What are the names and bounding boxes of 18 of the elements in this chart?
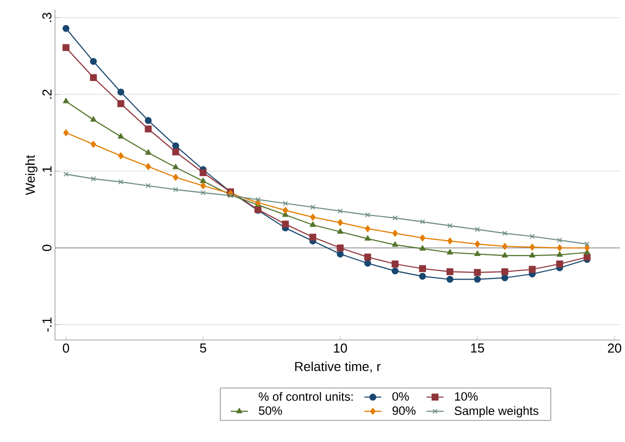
x-tick-label: 10 (334, 344, 347, 353)
legend-label: 50% (258, 406, 282, 415)
legend-label: Sample weights (454, 406, 538, 418)
y-tick-label: .2 (42, 90, 52, 99)
y-tick-label: .1 (42, 166, 52, 176)
x-axis-title: Relative time, r (295, 362, 381, 373)
y-tick-label: .3 (42, 12, 52, 22)
x-tick-label: 20 (608, 344, 622, 353)
x-tick-label: 5 (200, 344, 206, 353)
legend-title: % of control units: (258, 392, 353, 401)
y-axis-title: Weight (25, 154, 38, 196)
legend-label: 90% (392, 406, 416, 415)
legend-label: 0% (392, 392, 409, 401)
x-tick-label: 15 (471, 344, 484, 353)
y-tick-label: -.1 (42, 318, 52, 332)
legend-label: 10% (455, 392, 478, 401)
x-tick-label: 0 (62, 344, 70, 353)
y-tick-label: 0 (42, 244, 52, 252)
